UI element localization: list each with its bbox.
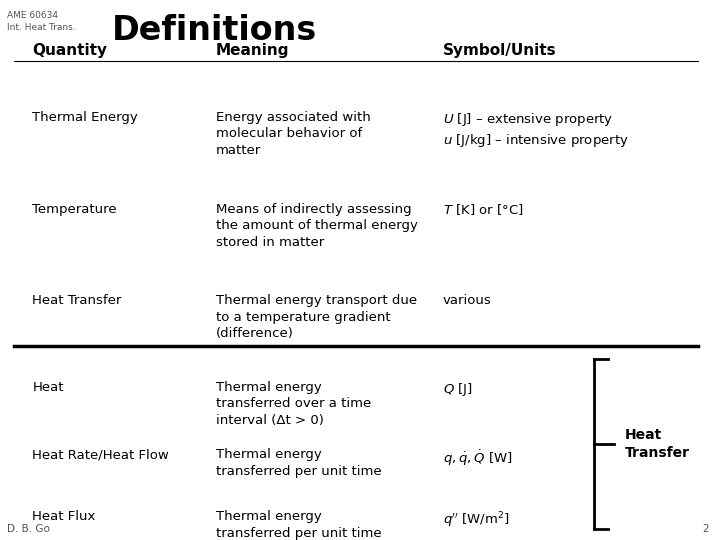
Text: 2: 2 (703, 523, 709, 534)
Text: D. B. Go: D. B. Go (7, 523, 50, 534)
Text: Int. Heat Trans.: Int. Heat Trans. (7, 23, 76, 32)
Text: Thermal energy
transferred per unit time
per unit surface area: Thermal energy transferred per unit time… (216, 510, 382, 540)
Text: Symbol/Units: Symbol/Units (443, 43, 557, 58)
Text: Means of indirectly assessing
the amount of thermal energy
stored in matter: Means of indirectly assessing the amount… (216, 202, 418, 248)
Text: Heat Rate/Heat Flow: Heat Rate/Heat Flow (32, 448, 169, 461)
Text: AME 60634: AME 60634 (7, 11, 58, 20)
Text: $T$ [K] or [°C]: $T$ [K] or [°C] (443, 202, 523, 218)
Text: Thermal energy
transferred over a time
interval (Δt > 0): Thermal energy transferred over a time i… (216, 381, 372, 427)
Text: Meaning: Meaning (216, 43, 289, 58)
Text: Energy associated with
molecular behavior of
matter: Energy associated with molecular behavio… (216, 111, 371, 157)
Text: Heat Flux: Heat Flux (32, 510, 96, 523)
Text: Temperature: Temperature (32, 202, 117, 215)
Text: Heat: Heat (32, 381, 64, 394)
Text: $q, \dot{q}, \dot{Q}$ [W]: $q, \dot{q}, \dot{Q}$ [W] (443, 448, 512, 468)
Text: Thermal Energy: Thermal Energy (32, 111, 138, 124)
Text: $Q$ [J]: $Q$ [J] (443, 381, 472, 397)
Text: $q''$ [W/m$^2$]: $q''$ [W/m$^2$] (443, 510, 510, 530)
Text: Quantity: Quantity (32, 43, 107, 58)
Text: $U$ [J] – extensive property
$u$ [J/kg] – intensive property: $U$ [J] – extensive property $u$ [J/kg] … (443, 111, 629, 149)
Text: Definitions: Definitions (112, 14, 317, 46)
Text: Heat
Transfer: Heat Transfer (625, 428, 690, 460)
Text: Heat Transfer: Heat Transfer (32, 294, 122, 307)
Text: Thermal energy
transferred per unit time: Thermal energy transferred per unit time (216, 448, 382, 478)
Text: Thermal energy transport due
to a temperature gradient
(difference): Thermal energy transport due to a temper… (216, 294, 417, 340)
Text: various: various (443, 294, 492, 307)
